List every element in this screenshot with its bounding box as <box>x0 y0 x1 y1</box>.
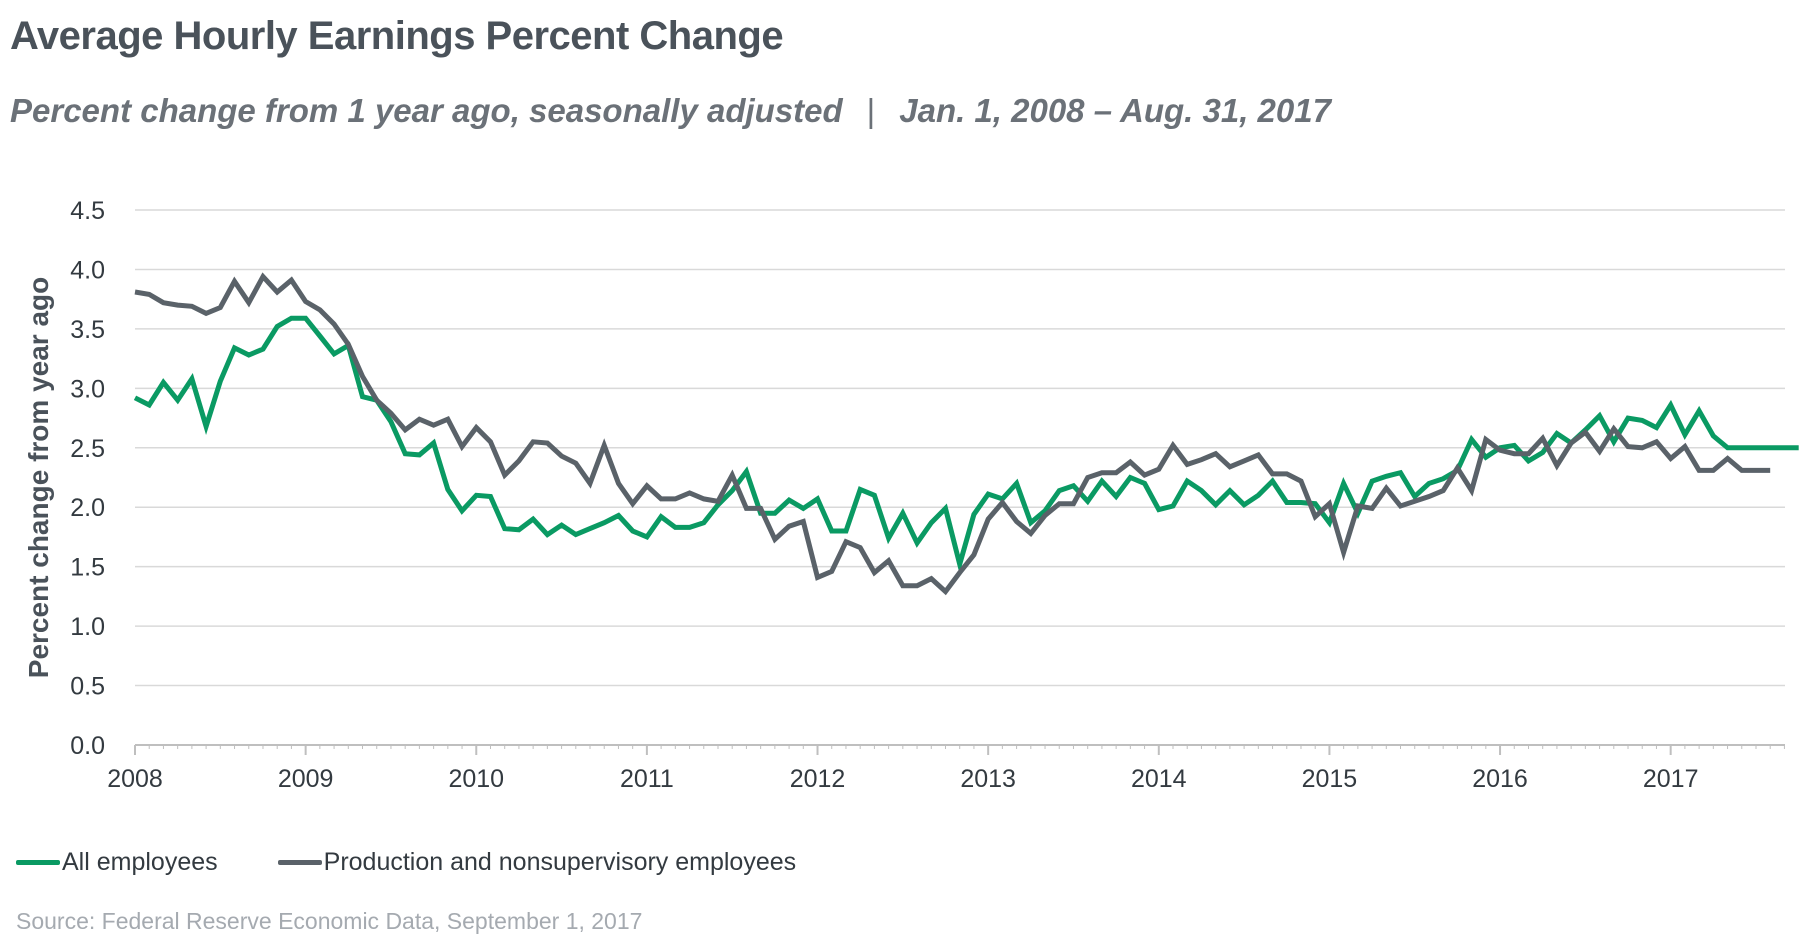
legend-swatch-production <box>277 860 322 865</box>
y-tick-label: 2.5 <box>70 435 105 463</box>
y-axis-label: Percent change from year ago <box>23 277 54 678</box>
x-tick-label: 2008 <box>107 765 163 793</box>
chart-title: Average Hourly Earnings Percent Change <box>10 14 784 58</box>
x-tick-label: 2011 <box>620 765 674 793</box>
y-tick-label: 1.5 <box>70 554 105 582</box>
subtitle-separator: | <box>866 92 876 129</box>
legend-swatch-all-employees <box>16 860 60 865</box>
legend-label-all-employees: All employees <box>62 848 218 876</box>
series-line-all-employees[interactable] <box>133 315 1799 574</box>
y-tick-label: 0.5 <box>70 673 105 701</box>
y-tick-label: 1.0 <box>70 613 105 641</box>
axes: 0.0 0.5 1.0 1.5 2.0 2.5 3.0 3.5 4.0 4.5 2008 2009 20… <box>70 197 1785 793</box>
legend-label-production: Production and nonsupervisory employees <box>323 848 797 876</box>
y-tick-label: 0.0 <box>70 732 105 760</box>
series-lines <box>133 272 1799 596</box>
y-tick-label: 4.5 <box>70 197 105 225</box>
y-tick-label: 2.0 <box>70 494 105 522</box>
subtitle-date-range: Jan. 1, 2008 – Aug. 31, 2017 <box>899 92 1331 129</box>
y-tick-label: 3.5 <box>70 316 105 344</box>
legend: All employees Production and nonsupervis… <box>16 848 856 877</box>
x-tick-label: 2015 <box>1302 765 1358 793</box>
legend-item-production[interactable]: Production and nonsupervisory employees <box>277 848 797 877</box>
series-line-production[interactable] <box>134 272 1771 596</box>
y-tick-label: 3.0 <box>70 375 105 403</box>
y-tick-label: 4.0 <box>70 256 105 284</box>
x-tick-label: 2010 <box>448 765 504 793</box>
subtitle-description: Percent change from 1 year ago, seasonal… <box>10 92 843 129</box>
chart-subtitle: Percent change from 1 year ago, seasonal… <box>10 92 1331 130</box>
x-tick-label: 2017 <box>1643 765 1699 793</box>
source-note: Source: Federal Reserve Economic Data, S… <box>16 908 643 934</box>
x-tick-label: 2016 <box>1472 765 1528 793</box>
x-tick-label: 2012 <box>790 765 846 793</box>
gridlines <box>135 209 1785 687</box>
x-tick-label: 2013 <box>960 765 1016 793</box>
legend-item-all-employees[interactable]: All employees <box>16 848 218 877</box>
x-tick-label: 2009 <box>278 765 334 793</box>
x-tick-label: 2014 <box>1131 765 1187 793</box>
